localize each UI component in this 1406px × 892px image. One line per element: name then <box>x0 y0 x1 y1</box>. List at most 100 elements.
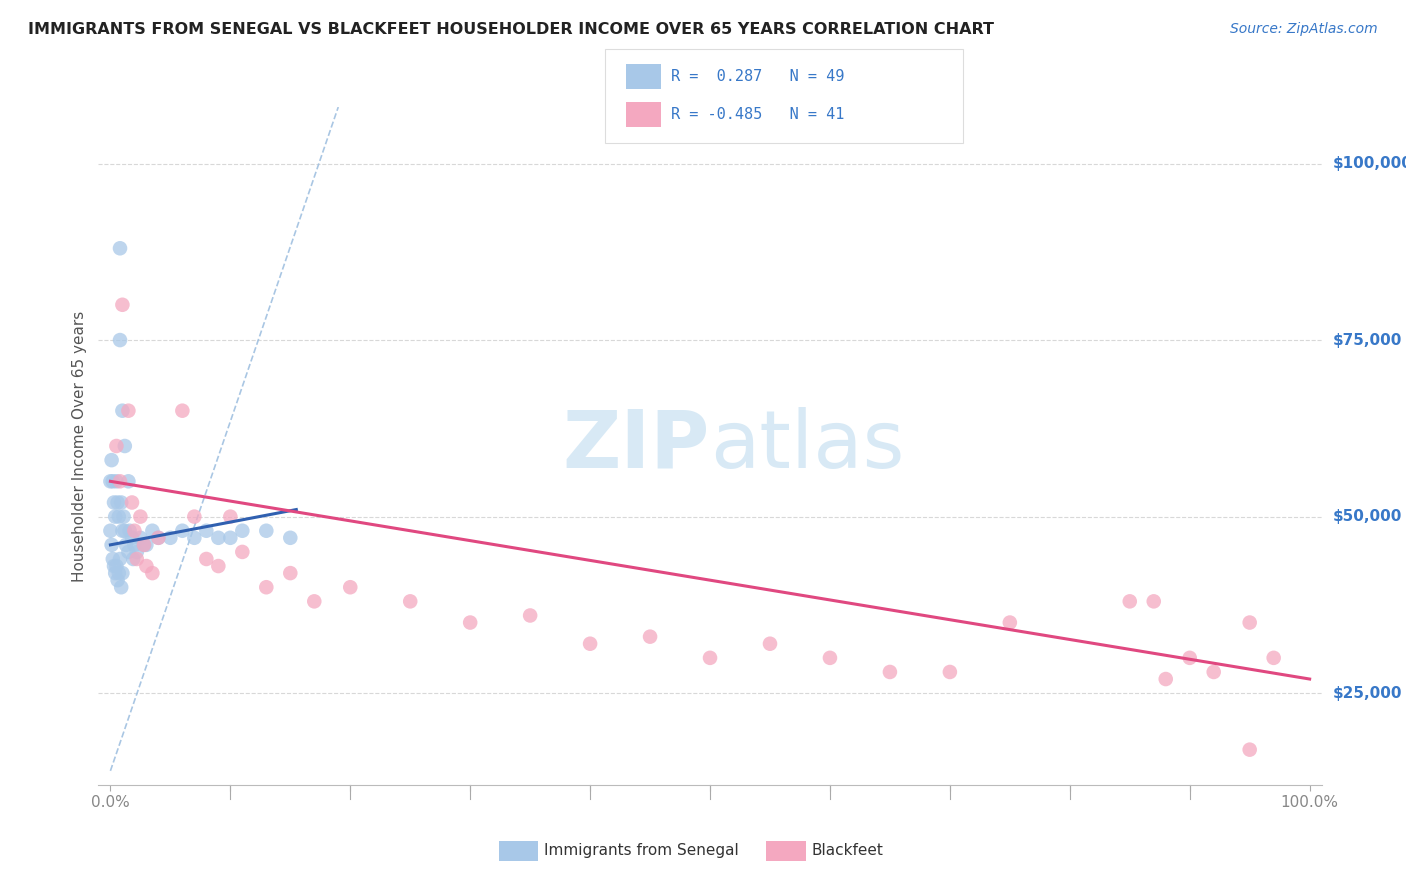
Point <box>458 615 481 630</box>
Point <box>107 573 129 587</box>
Point <box>195 552 218 566</box>
Point <box>124 538 146 552</box>
Point <box>100 453 122 467</box>
Point <box>101 552 124 566</box>
Point <box>135 538 157 552</box>
Point <box>141 524 163 538</box>
Point <box>195 524 218 538</box>
Y-axis label: Householder Income Over 65 years: Householder Income Over 65 years <box>72 310 87 582</box>
Point <box>129 531 152 545</box>
Point <box>103 559 125 574</box>
Point <box>115 538 138 552</box>
Point <box>254 580 277 594</box>
Point <box>231 524 253 538</box>
Point <box>278 531 301 545</box>
Point <box>231 545 253 559</box>
Point <box>1143 594 1166 608</box>
Point <box>399 594 422 608</box>
Text: atlas: atlas <box>710 407 904 485</box>
Point <box>183 509 205 524</box>
Point <box>159 531 181 545</box>
Point <box>111 566 134 581</box>
Point <box>111 524 134 538</box>
Point <box>121 531 143 545</box>
Text: Source: ZipAtlas.com: Source: ZipAtlas.com <box>1230 22 1378 37</box>
Point <box>101 475 124 489</box>
Point <box>1202 665 1225 679</box>
Point <box>148 531 170 545</box>
Text: $50,000: $50,000 <box>1333 509 1402 524</box>
Point <box>1154 672 1177 686</box>
Point <box>132 538 155 552</box>
Point <box>114 524 136 538</box>
Point <box>103 495 125 509</box>
Point <box>132 538 155 552</box>
Point <box>207 531 229 545</box>
Point <box>110 580 132 594</box>
Point <box>219 509 242 524</box>
Point <box>1239 615 1261 630</box>
Point <box>108 566 129 581</box>
Point <box>1119 594 1142 608</box>
Point <box>254 524 277 538</box>
Point <box>110 495 132 509</box>
Point <box>579 637 602 651</box>
Text: ZIP: ZIP <box>562 407 710 485</box>
Point <box>118 524 141 538</box>
Text: Immigrants from Senegal: Immigrants from Senegal <box>544 844 740 858</box>
Point <box>818 651 841 665</box>
Point <box>141 566 163 581</box>
Point <box>1239 742 1261 756</box>
Point <box>105 559 128 574</box>
Point <box>112 509 135 524</box>
Text: IMMIGRANTS FROM SENEGAL VS BLACKFEET HOUSEHOLDER INCOME OVER 65 YEARS CORRELATIO: IMMIGRANTS FROM SENEGAL VS BLACKFEET HOU… <box>28 22 994 37</box>
Point <box>1263 651 1285 665</box>
Point <box>135 559 157 574</box>
Point <box>108 552 131 566</box>
Point <box>108 333 131 347</box>
Point <box>108 241 131 255</box>
Point <box>104 566 127 581</box>
Point <box>100 538 122 552</box>
Point <box>100 475 122 489</box>
Point <box>339 580 361 594</box>
Point <box>107 495 129 509</box>
Point <box>114 439 136 453</box>
Point <box>207 559 229 574</box>
Point <box>117 475 139 489</box>
Text: $25,000: $25,000 <box>1333 686 1402 700</box>
Point <box>278 566 301 581</box>
Point <box>1178 651 1201 665</box>
Point <box>124 524 146 538</box>
Point <box>998 615 1021 630</box>
Point <box>183 531 205 545</box>
Point <box>759 637 782 651</box>
Point <box>125 552 148 566</box>
Point <box>105 439 128 453</box>
Point <box>122 552 145 566</box>
Point <box>304 594 326 608</box>
Point <box>111 403 134 417</box>
Point <box>172 524 194 538</box>
Point <box>939 665 962 679</box>
Point <box>172 403 194 417</box>
Point <box>519 608 541 623</box>
Text: R =  0.287   N = 49: R = 0.287 N = 49 <box>671 70 844 84</box>
Point <box>117 403 139 417</box>
Text: $100,000: $100,000 <box>1333 156 1406 171</box>
Text: Blackfeet: Blackfeet <box>811 844 883 858</box>
Text: R = -0.485   N = 41: R = -0.485 N = 41 <box>671 107 844 121</box>
Point <box>879 665 901 679</box>
Point <box>129 509 152 524</box>
Point <box>125 545 148 559</box>
Point <box>699 651 721 665</box>
Text: $75,000: $75,000 <box>1333 333 1402 348</box>
Point <box>638 630 661 644</box>
Point <box>108 509 129 524</box>
Point <box>100 524 122 538</box>
Point <box>111 298 134 312</box>
Point <box>108 475 131 489</box>
Point <box>121 495 143 509</box>
Point <box>104 509 127 524</box>
Point <box>117 545 139 559</box>
